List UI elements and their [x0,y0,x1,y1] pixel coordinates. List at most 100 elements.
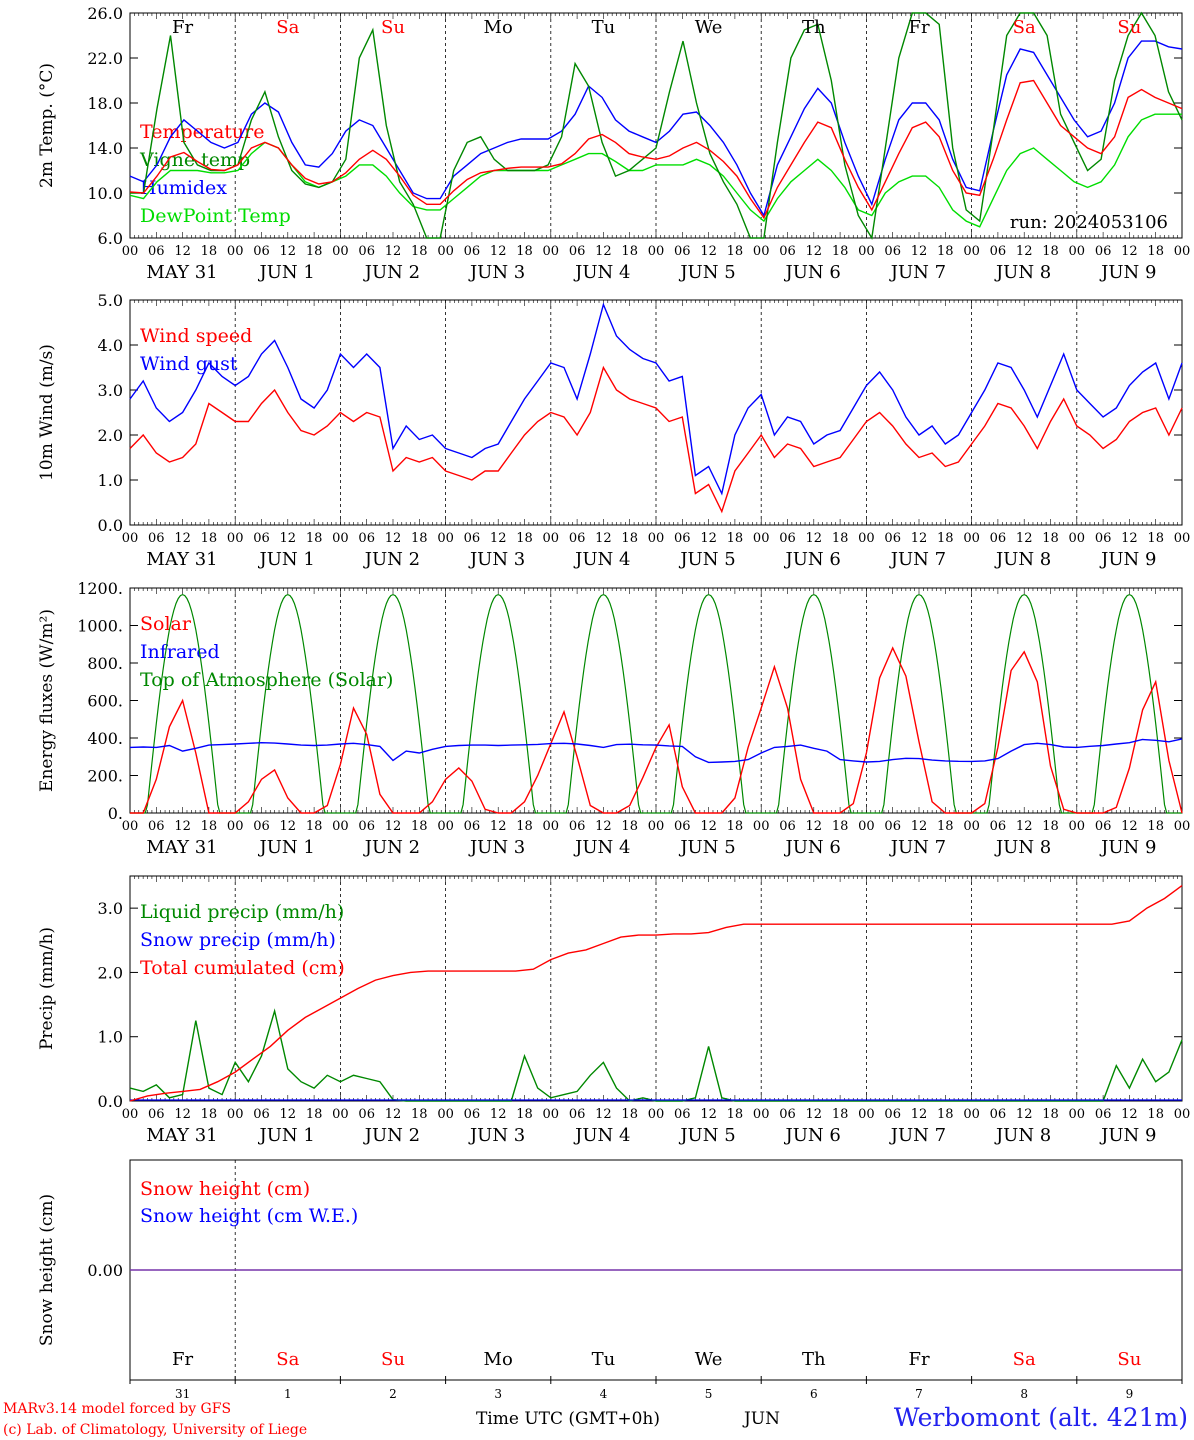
hour-tick-label: 00 [437,531,454,546]
credit-line-2: (c) Lab. of Climatology, University of L… [3,1422,307,1438]
date-label: JUN 6 [784,262,841,283]
hour-tick-label: 12 [700,1107,717,1122]
date-number-label: 1 [284,1387,292,1401]
hour-tick-label: 00 [122,819,139,834]
hour-tick-label: 12 [174,244,191,259]
date-number-label: 31 [175,1387,190,1401]
hour-tick-label: 00 [963,1107,980,1122]
day-of-week-label: Tu [592,1349,616,1370]
hour-tick-label: 00 [648,1107,665,1122]
date-label: JUN 8 [994,549,1051,570]
hour-tick-label: 18 [1042,819,1059,834]
hour-tick-label: 12 [911,819,928,834]
hour-tick-label: 00 [753,1107,770,1122]
hour-tick-label: 00 [963,819,980,834]
hour-tick-label: 12 [1121,244,1138,259]
hour-tick-label: 06 [1095,244,1112,259]
hour-tick-label: 00 [858,244,875,259]
date-number-label: 6 [810,1387,818,1401]
credit-line-1: MARv3.14 model forced by GFS [3,1401,231,1417]
hour-tick-label: 18 [1042,1107,1059,1122]
hour-tick-label: 00 [1069,244,1086,259]
hour-tick-label: 06 [990,244,1007,259]
series-line [129,302,1183,496]
hour-tick-label: 18 [727,1107,744,1122]
hour-tick-label: 18 [516,531,533,546]
y-tick-label: 600. [87,692,123,711]
hour-tick-label: 18 [516,819,533,834]
day-of-week-label: Sa [276,17,299,38]
y-tick-label: 0.0 [98,516,123,535]
date-label: JUN 3 [468,1125,525,1146]
hour-tick-label: 12 [490,244,507,259]
hour-tick-label: 18 [937,1107,954,1122]
day-of-week-label: Sa [1013,1349,1036,1370]
day-of-week-label: Su [1117,1349,1141,1370]
date-label: JUN 1 [258,837,315,858]
y-tick-label: 400. [87,729,123,748]
hour-tick-label: 18 [201,531,218,546]
hour-tick-label: 06 [884,531,901,546]
date-number-label: 5 [705,1387,713,1401]
date-label: JUN 5 [678,549,735,570]
hour-tick-label: 18 [621,819,638,834]
y-tick-label: 0.0 [98,1092,123,1111]
date-number-label: 9 [1126,1387,1134,1401]
date-label: JUN 2 [363,549,420,570]
hour-tick-label: 00 [1174,531,1191,546]
day-of-week-label: Su [1117,17,1141,38]
hour-tick-label: 00 [437,819,454,834]
date-label: JUN 2 [363,837,420,858]
y-tick-label: 1.0 [98,1028,123,1047]
run-annotation: run: 2024053106 [1010,212,1168,233]
date-label: JUN 7 [889,549,946,570]
date-label: JUN 4 [573,549,630,570]
y-axis-title: Energy fluxes (W/m²) [37,609,57,792]
y-tick-label: 0.00 [87,1261,123,1280]
panel-2: 00 06 12 18 00 06 12 18 00 06 12 18 00 06 12 18 00 06 12 18… [37,291,1190,570]
hour-tick-label: 06 [674,244,691,259]
legend-entry: Snow height (cm) [140,1178,310,1200]
hour-tick-label: 12 [385,244,402,259]
hour-tick-label: 00 [1174,819,1191,834]
hour-tick-label: 06 [884,244,901,259]
liquid-precip-line [129,1008,1183,1102]
hour-tick-label: 18 [832,244,849,259]
hour-tick-label: 18 [621,1107,638,1122]
hour-tick-label: 00 [122,531,139,546]
hour-tick-label: 00 [122,244,139,259]
hour-tick-label: 06 [358,1107,375,1122]
date-label: JUN 1 [258,1125,315,1146]
hour-tick-label: 18 [516,244,533,259]
hour-tick-label: 06 [569,1107,586,1122]
hour-tick-label: 00 [858,531,875,546]
date-label: JUN 4 [573,837,630,858]
date-label: JUN 6 [784,837,841,858]
y-tick-label: 26.0 [87,4,123,23]
hour-tick-label: 00 [648,244,665,259]
hour-tick-label: 12 [280,1107,297,1122]
hour-tick-label: 00 [1174,244,1191,259]
date-label: JUN 9 [1099,262,1156,283]
y-tick-label: 5.0 [98,291,123,310]
hour-tick-label: 12 [174,531,191,546]
y-axis-title: 10m Wind (m/s) [37,344,57,481]
legend-entry: Wind gust [140,353,238,375]
date-label: JUN 6 [784,549,841,570]
day-of-week-label: Th [802,17,826,38]
date-label: JUN 4 [573,1125,630,1146]
x-axis-title: Time UTC (GMT+0h) [476,1409,660,1429]
hour-tick-label: 18 [727,531,744,546]
date-label: JUN 4 [573,262,630,283]
hour-tick-label: 18 [621,531,638,546]
legend-entry: Infrared [140,641,220,663]
series-line [130,11,1183,241]
legend-entry: Humidex [140,177,227,199]
y-tick-label: 10.0 [87,184,123,203]
hour-tick-label: 12 [700,819,717,834]
day-of-week-label: Fr [172,17,193,38]
legend-entry: Wind speed [140,325,252,347]
hour-tick-label: 18 [832,531,849,546]
date-label: JUN 2 [363,1125,420,1146]
